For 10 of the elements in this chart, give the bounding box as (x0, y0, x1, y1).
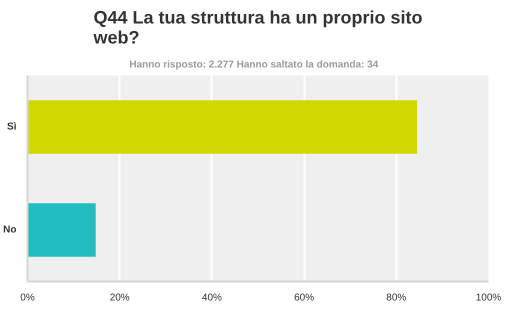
chart-title: Q44 La tua struttura ha un proprio sito web? (92, 8, 423, 48)
x-tick-label: 0% (20, 292, 35, 304)
x-tick-label: 60% (294, 292, 314, 304)
x-tick-label: 40% (202, 292, 222, 304)
x-tick-label: 80% (386, 292, 406, 304)
y-tick-label: No (3, 224, 17, 236)
y-tick-label: Sì (7, 122, 17, 132)
x-tick-label: 20% (110, 292, 130, 304)
x-tick-label: 100% (476, 292, 502, 304)
chart-subtitle: Hanno risposto: 2.277 Hanno saltato la domanda: 34 (129, 60, 379, 70)
